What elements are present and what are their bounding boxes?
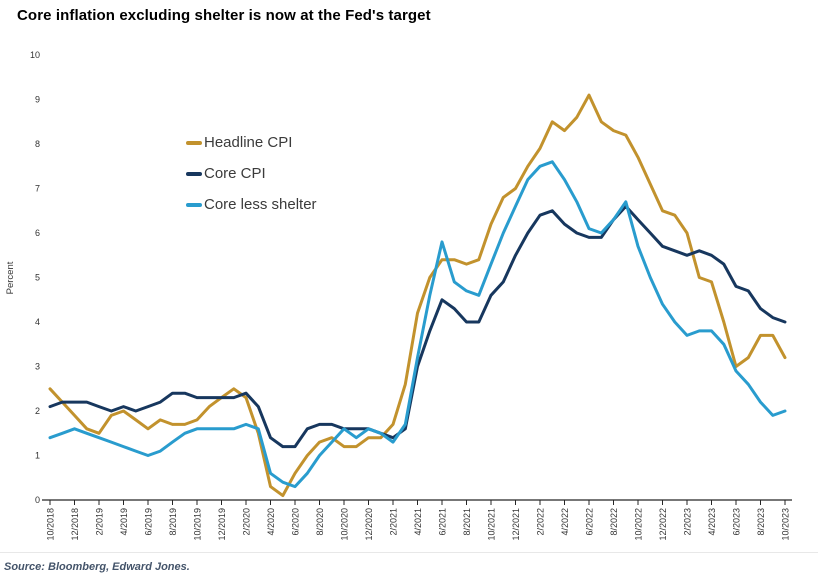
line-headline-cpi bbox=[48, 93, 787, 498]
x-tick-label: 4/2023 bbox=[707, 508, 717, 536]
x-tick-label: 2/2023 bbox=[683, 508, 693, 536]
x-tick-label: 12/2020 bbox=[364, 508, 374, 541]
chart-title: Core inflation excluding shelter is now … bbox=[17, 7, 431, 24]
x-tick-label: 6/2023 bbox=[732, 508, 742, 536]
y-tick-label: 1 bbox=[35, 451, 40, 461]
chart-bottom-divider bbox=[0, 552, 818, 553]
x-tick-label: 2/2021 bbox=[389, 508, 399, 536]
x-tick-label: 10/2019 bbox=[193, 508, 203, 541]
legend-label-core-cpi: Core CPI bbox=[204, 165, 266, 182]
x-tick-label: 4/2022 bbox=[560, 508, 570, 536]
x-tick-label: 12/2019 bbox=[217, 508, 227, 541]
y-tick-label: 10 bbox=[30, 50, 40, 60]
x-tick-label: 2/2020 bbox=[242, 508, 252, 536]
source-note: Source: Bloomberg, Edward Jones. bbox=[4, 561, 190, 573]
line-core-cpi bbox=[48, 204, 787, 449]
inflation-line-chart: 10/2018 12/2018 2/2019 4/2019 6/2019 8/2019 10… bbox=[5, 50, 792, 541]
core-cpi-swatch-icon bbox=[186, 171, 202, 176]
x-tick-label: 6/2021 bbox=[438, 508, 448, 536]
y-tick-label: 0 bbox=[35, 495, 40, 505]
legend-label-core-less-shelter: Core less shelter bbox=[204, 196, 317, 213]
x-tick-label: 2/2022 bbox=[536, 508, 546, 536]
y-tick-label: 8 bbox=[35, 139, 40, 149]
x-tick-label: 4/2019 bbox=[119, 508, 129, 536]
y-tick-label: 3 bbox=[35, 362, 40, 372]
legend-item-core-less-shelter[interactable]: Core less shelter bbox=[186, 189, 317, 220]
core-less-shelter-swatch-icon bbox=[186, 202, 202, 207]
x-tick-label: 8/2019 bbox=[168, 508, 178, 536]
x-tick-label: 10/2022 bbox=[634, 508, 644, 541]
y-tick-label: 2 bbox=[35, 406, 40, 416]
x-tick-label: 12/2022 bbox=[658, 508, 668, 541]
legend-label-headline-cpi: Headline CPI bbox=[204, 134, 293, 151]
chart-legend: Headline CPI Core CPI Core less shelter bbox=[186, 127, 317, 220]
x-tick-label: 8/2022 bbox=[609, 508, 619, 536]
line-core-less-shelter bbox=[48, 160, 787, 489]
x-tick-label: 8/2020 bbox=[315, 508, 325, 536]
x-tick-label: 4/2021 bbox=[413, 508, 423, 536]
legend-item-headline-cpi[interactable]: Headline CPI bbox=[186, 127, 317, 158]
x-tick-label: 10/2023 bbox=[781, 508, 791, 541]
x-tick-label: 10/2018 bbox=[46, 508, 56, 541]
x-tick-label: 8/2021 bbox=[462, 508, 472, 536]
y-tick-label: 5 bbox=[35, 273, 40, 283]
x-tick-label: 10/2021 bbox=[487, 508, 497, 541]
x-tick-label: 8/2023 bbox=[756, 508, 766, 536]
headline-cpi-swatch-icon bbox=[186, 140, 202, 145]
x-tick-label: 2/2019 bbox=[95, 508, 105, 536]
x-tick-label: 10/2020 bbox=[340, 508, 350, 541]
legend-item-core-cpi[interactable]: Core CPI bbox=[186, 158, 317, 189]
y-tick-label: 7 bbox=[35, 184, 40, 194]
x-tick-label: 12/2018 bbox=[70, 508, 80, 541]
x-tick-label: 12/2021 bbox=[511, 508, 521, 541]
x-tick-label: 4/2020 bbox=[266, 508, 276, 536]
x-tick-label: 6/2019 bbox=[144, 508, 154, 536]
x-tick-label: 6/2020 bbox=[291, 508, 301, 536]
x-tick-label: 6/2022 bbox=[585, 508, 595, 536]
y-tick-label: 6 bbox=[35, 228, 40, 238]
y-tick-label: 4 bbox=[35, 317, 40, 327]
y-tick-label: 9 bbox=[35, 95, 40, 105]
y-axis-title: Percent bbox=[5, 261, 16, 294]
